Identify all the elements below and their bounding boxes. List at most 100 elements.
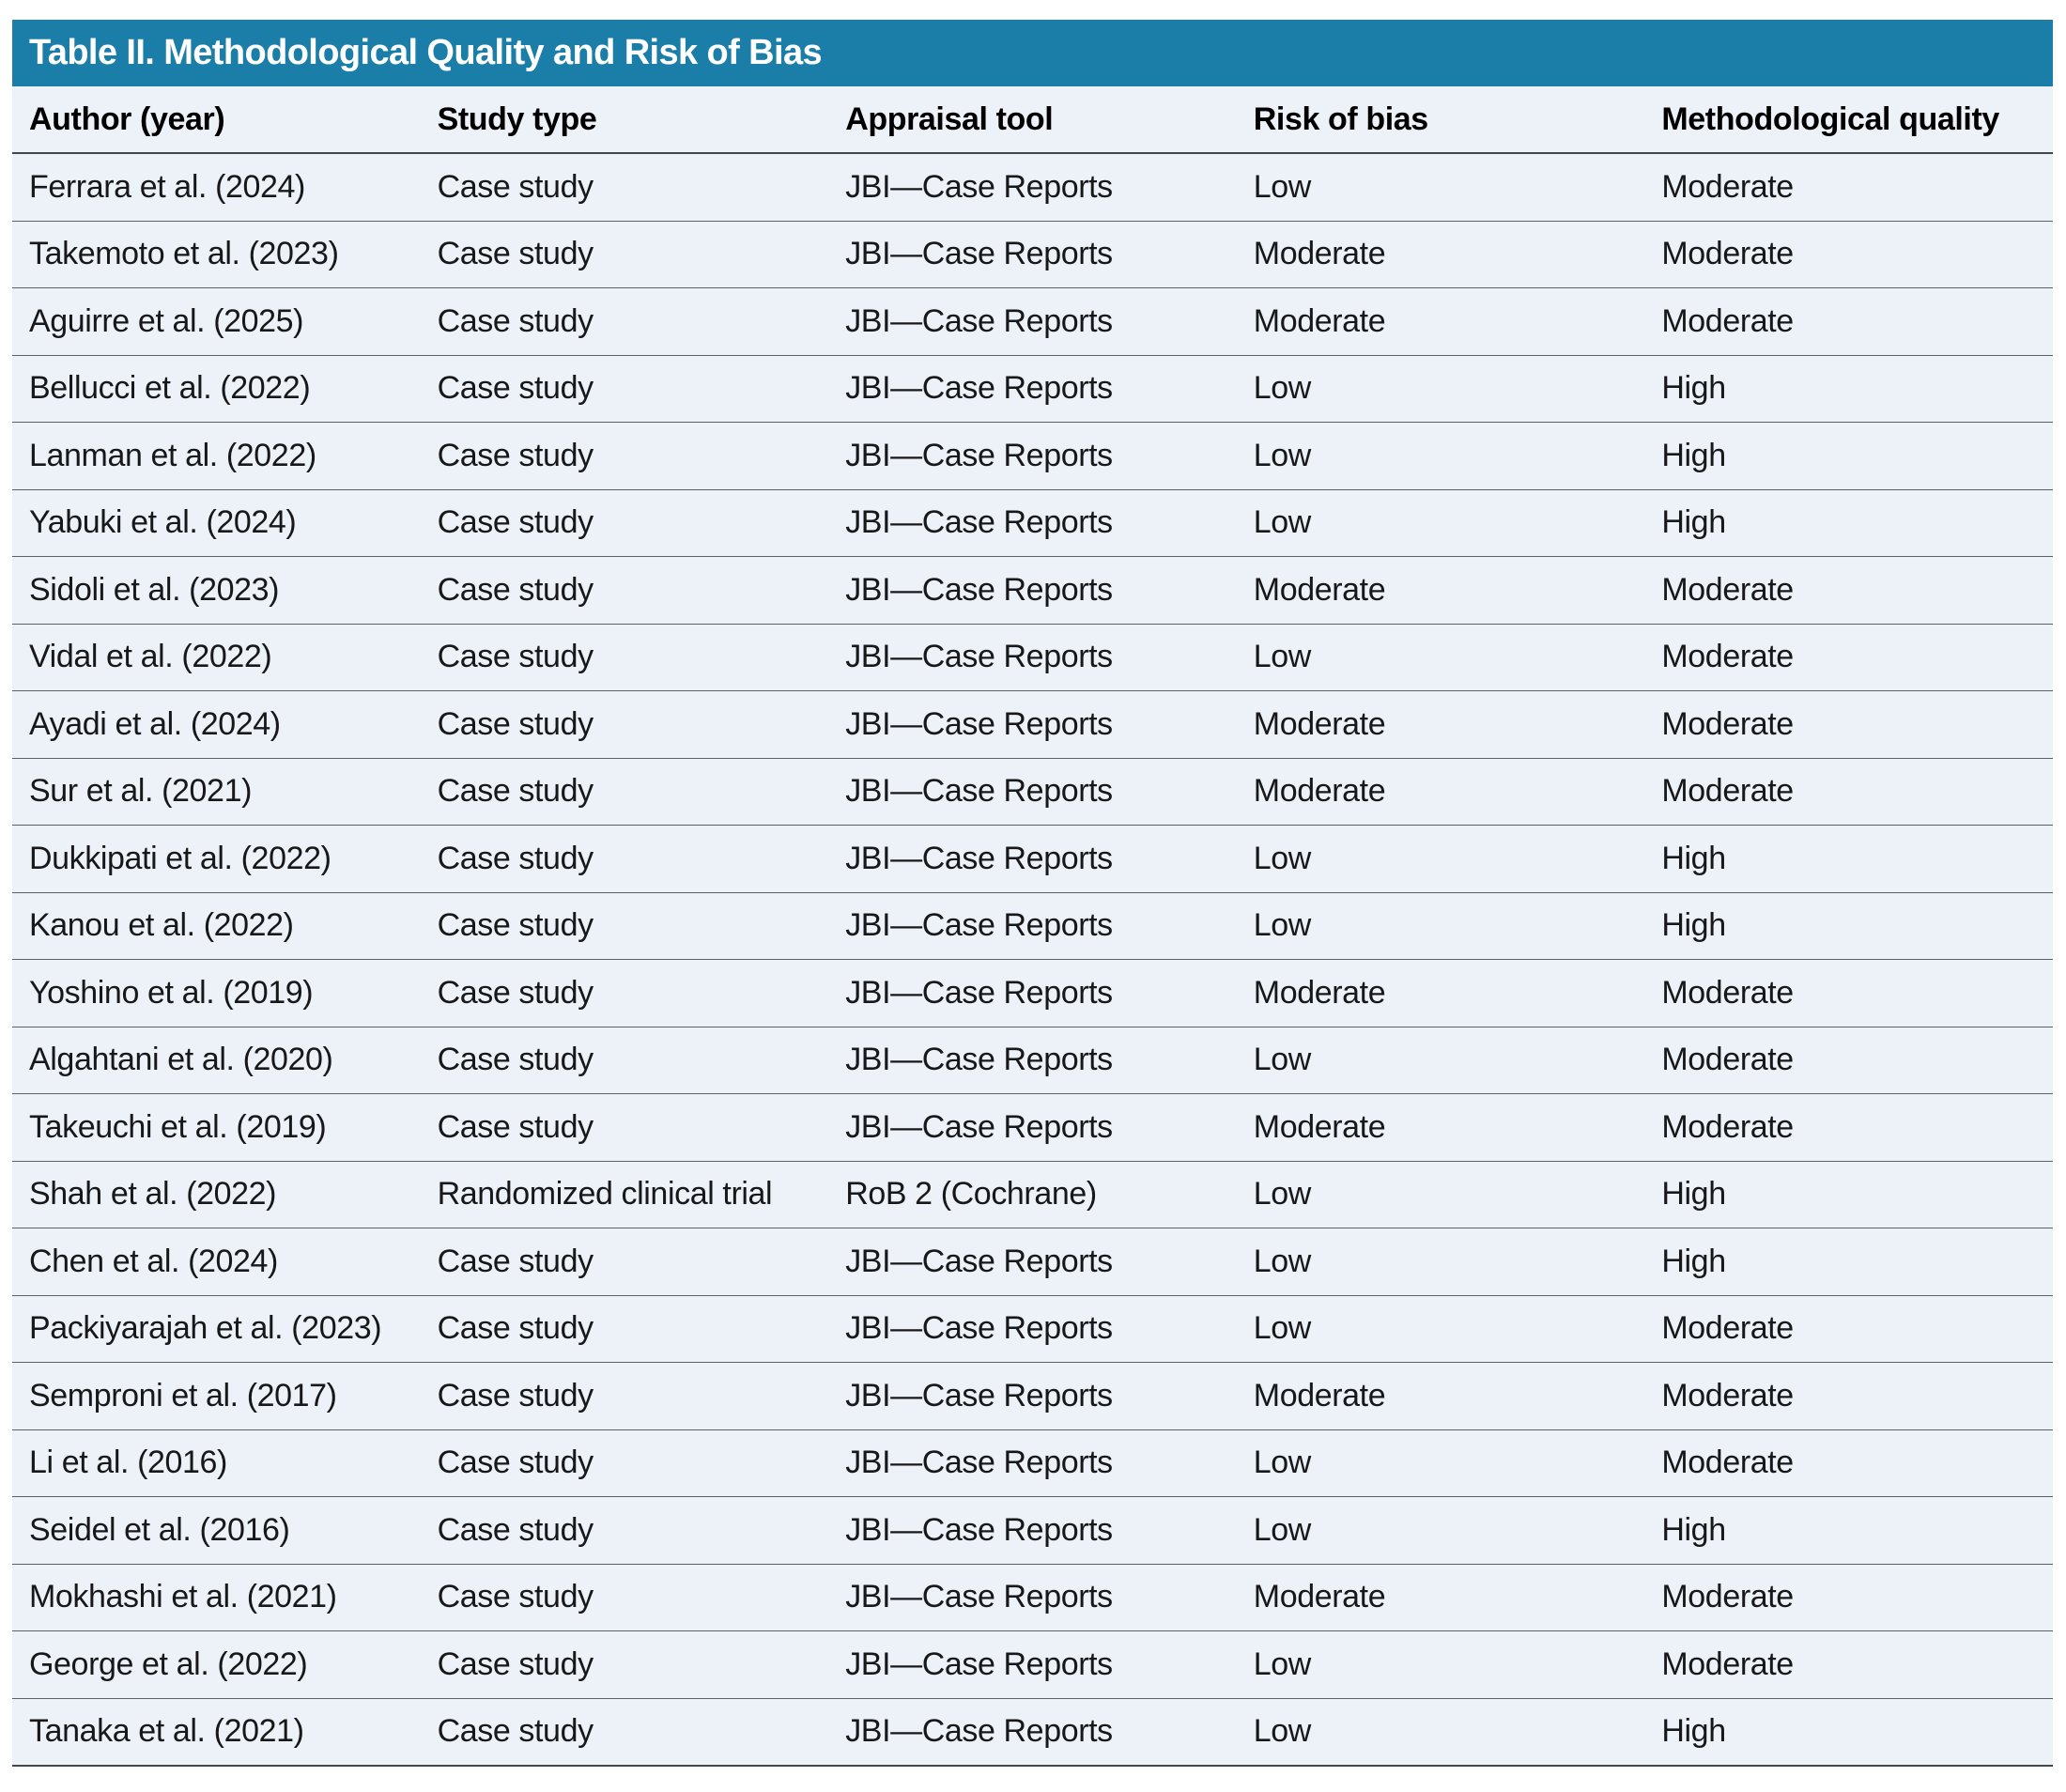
cell-author: Bellucci et al. (2022) [12, 355, 421, 423]
cell-risk-of-bias: Low [1236, 1429, 1645, 1497]
cell-risk-of-bias: Moderate [1236, 1093, 1645, 1162]
cell-methodological-quality: High [1644, 1161, 2053, 1228]
cell-methodological-quality: High [1644, 489, 2053, 557]
cell-study-type: Case study [420, 556, 829, 625]
cell-appraisal-tool: JBI—Case Reports [828, 422, 1237, 490]
cell-author: Packiyarajah et al. (2023) [12, 1295, 421, 1363]
cell-author: Takeuchi et al. (2019) [12, 1093, 421, 1162]
table-row: Seidel et al. (2016) Case study JBI—Case R… [12, 1496, 2053, 1565]
cell-risk-of-bias: Moderate [1236, 758, 1645, 826]
column-header-author: Author (year) [12, 86, 421, 154]
cell-methodological-quality: Moderate [1644, 1564, 2053, 1631]
cell-methodological-quality: High [1644, 1496, 2053, 1565]
header-row: Author (year) Study type Appraisal tool Ris… [12, 86, 2053, 154]
methodological-quality-table: Author (year) Study type Appraisal tool Ris… [12, 86, 2053, 1767]
cell-appraisal-tool: JBI—Case Reports [828, 959, 1237, 1027]
cell-author: Sidoli et al. (2023) [12, 556, 421, 625]
cell-author: Yoshino et al. (2019) [12, 959, 421, 1027]
cell-author: Seidel et al. (2016) [12, 1496, 421, 1565]
cell-study-type: Case study [420, 1228, 829, 1296]
cell-appraisal-tool: JBI—Case Reports [828, 1027, 1237, 1094]
cell-author: Mokhashi et al. (2021) [12, 1564, 421, 1631]
cell-author: Kanou et al. (2022) [12, 892, 421, 960]
cell-risk-of-bias: Low [1236, 1027, 1645, 1094]
cell-author: Semproni et al. (2017) [12, 1362, 421, 1430]
cell-author: Tanaka et al. (2021) [12, 1698, 421, 1767]
cell-appraisal-tool: JBI—Case Reports [828, 758, 1237, 826]
cell-appraisal-tool: JBI—Case Reports [828, 1093, 1237, 1162]
cell-study-type: Case study [420, 489, 829, 557]
cell-author: Sur et al. (2021) [12, 758, 421, 826]
cell-appraisal-tool: JBI—Case Reports [828, 892, 1237, 960]
cell-study-type: Case study [420, 1295, 829, 1363]
cell-appraisal-tool: JBI—Case Reports [828, 489, 1237, 557]
table-row: Yabuki et al. (2024) Case study JBI—Case R… [12, 489, 2053, 557]
table-row: Ferrara et al. (2024) Case study JBI—Case … [12, 153, 2053, 222]
cell-methodological-quality: Moderate [1644, 556, 2053, 625]
cell-author: George et al. (2022) [12, 1630, 421, 1699]
cell-author: Algahtani et al. (2020) [12, 1027, 421, 1094]
cell-study-type: Case study [420, 1362, 829, 1430]
cell-study-type: Randomized clinical trial [420, 1161, 829, 1228]
cell-appraisal-tool: JBI—Case Reports [828, 556, 1237, 625]
table-row: Takeuchi et al. (2019) Case study JBI—Case… [12, 1093, 2053, 1162]
cell-risk-of-bias: Low [1236, 825, 1645, 893]
cell-study-type: Case study [420, 1496, 829, 1565]
cell-methodological-quality: Moderate [1644, 287, 2053, 356]
table-row: Li et al. (2016) Case study JBI—Case Repor… [12, 1429, 2053, 1497]
cell-appraisal-tool: RoB 2 (Cochrane) [828, 1161, 1237, 1228]
cell-risk-of-bias: Low [1236, 422, 1645, 490]
cell-risk-of-bias: Low [1236, 355, 1645, 423]
cell-appraisal-tool: JBI—Case Reports [828, 287, 1237, 356]
column-header-study-type: Study type [420, 86, 829, 154]
table-row: Semproni et al. (2017) Case study JBI—Case… [12, 1362, 2053, 1430]
cell-study-type: Case study [420, 1630, 829, 1699]
cell-author: Vidal et al. (2022) [12, 624, 421, 691]
table-title: Table II. Methodological Quality and Ris… [29, 33, 823, 72]
cell-methodological-quality: Moderate [1644, 1429, 2053, 1497]
cell-methodological-quality: Moderate [1644, 624, 2053, 691]
cell-appraisal-tool: JBI—Case Reports [828, 221, 1237, 288]
cell-study-type: Case study [420, 1564, 829, 1631]
table-row: Dukkipati et al. (2022) Case study JBI—Cas… [12, 825, 2053, 893]
cell-risk-of-bias: Moderate [1236, 1564, 1645, 1631]
cell-methodological-quality: Moderate [1644, 1295, 2053, 1363]
table-row: Kanou et al. (2022) Case study JBI—Case Re… [12, 892, 2053, 960]
cell-study-type: Case study [420, 825, 829, 893]
cell-methodological-quality: Moderate [1644, 221, 2053, 288]
cell-appraisal-tool: JBI—Case Reports [828, 1228, 1237, 1296]
cell-risk-of-bias: Low [1236, 624, 1645, 691]
column-header-appraisal-tool: Appraisal tool [828, 86, 1237, 154]
cell-study-type: Case study [420, 1027, 829, 1094]
cell-study-type: Case study [420, 758, 829, 826]
cell-appraisal-tool: JBI—Case Reports [828, 1362, 1237, 1430]
cell-appraisal-tool: JBI—Case Reports [828, 690, 1237, 759]
table-title-bar: Table II. Methodological Quality and Ris… [12, 20, 2053, 86]
table-row: Vidal et al. (2022) Case study JBI—Case Re… [12, 624, 2053, 691]
column-header-methodological-quality: Methodological quality [1644, 86, 2053, 154]
table-row: Ayadi et al. (2024) Case study JBI—Case Re… [12, 690, 2053, 759]
cell-appraisal-tool: JBI—Case Reports [828, 355, 1237, 423]
cell-appraisal-tool: JBI—Case Reports [828, 1429, 1237, 1497]
cell-study-type: Case study [420, 1698, 829, 1767]
cell-author: Li et al. (2016) [12, 1429, 421, 1497]
cell-author: Lanman et al. (2022) [12, 422, 421, 490]
cell-risk-of-bias: Low [1236, 892, 1645, 960]
cell-risk-of-bias: Low [1236, 1496, 1645, 1565]
cell-risk-of-bias: Low [1236, 1295, 1645, 1363]
table-row: Aguirre et al. (2025) Case study JBI—Case … [12, 287, 2053, 356]
table-row: Mokhashi et al. (2021) Case study JBI—Case… [12, 1564, 2053, 1631]
cell-author: Yabuki et al. (2024) [12, 489, 421, 557]
cell-appraisal-tool: JBI—Case Reports [828, 624, 1237, 691]
cell-author: Ayadi et al. (2024) [12, 690, 421, 759]
column-header-risk-of-bias: Risk of bias [1236, 86, 1645, 154]
cell-study-type: Case study [420, 892, 829, 960]
cell-risk-of-bias: Moderate [1236, 556, 1645, 625]
table-row: George et al. (2022) Case study JBI—Case R… [12, 1630, 2053, 1699]
table-row: Bellucci et al. (2022) Case study JBI—Case… [12, 355, 2053, 423]
cell-risk-of-bias: Low [1236, 1630, 1645, 1699]
cell-risk-of-bias: Moderate [1236, 221, 1645, 288]
cell-methodological-quality: High [1644, 1228, 2053, 1296]
cell-methodological-quality: Moderate [1644, 1027, 2053, 1094]
table-row: Algahtani et al. (2020) Case study JBI—Cas… [12, 1027, 2053, 1094]
